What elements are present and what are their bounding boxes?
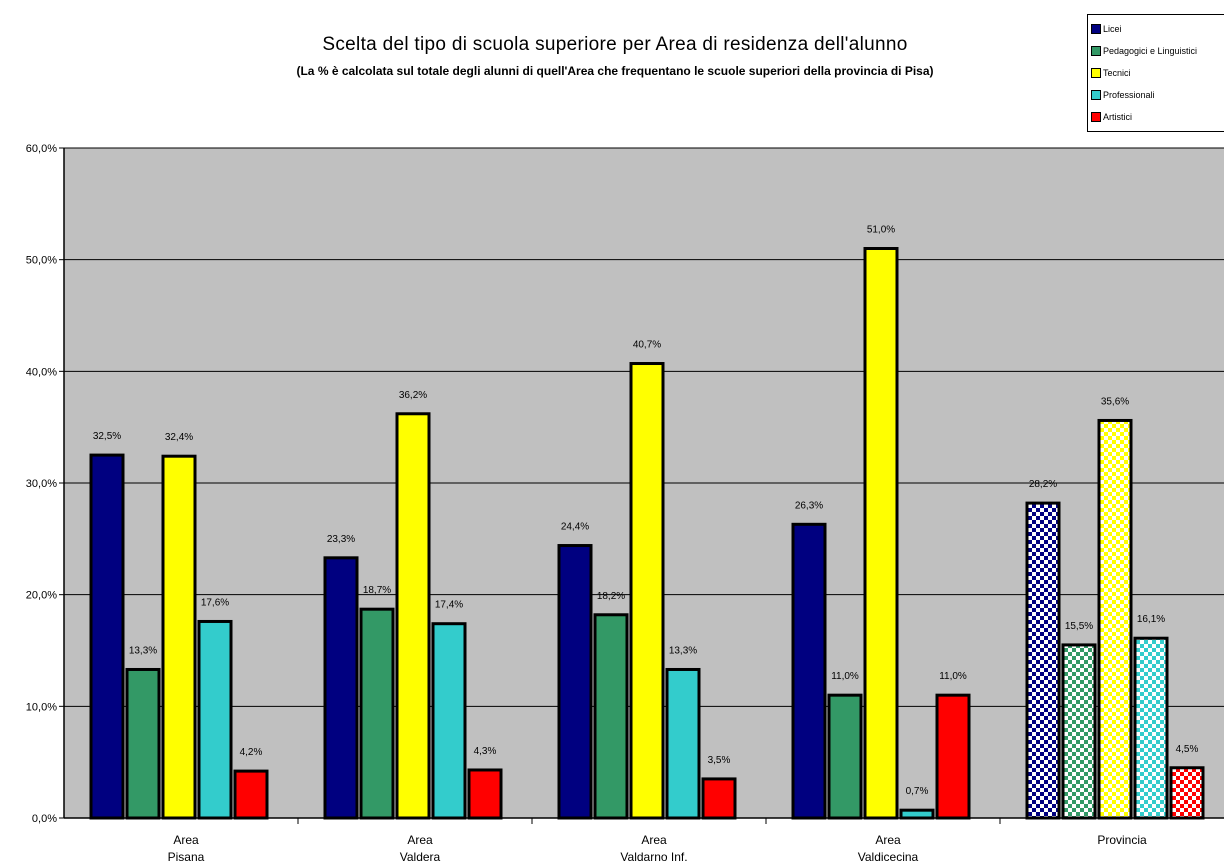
data-label: 28,2% [1029,479,1057,490]
x-tick-label: Area [173,833,199,847]
x-tick-label: Area [407,833,433,847]
data-label: 32,5% [93,431,121,442]
bar-licei [323,556,359,820]
x-tick-label: Area [875,833,901,847]
legend-item-licei: Licei [1091,18,1224,40]
data-label: 18,2% [597,591,625,602]
legend-label: Tecnici [1103,68,1131,78]
data-label: 17,4% [435,600,463,611]
legend-label: Licei [1103,24,1122,34]
legend-swatch [1091,24,1101,34]
legend-item-artistici: Artistici [1091,106,1224,128]
bar-artistici [701,777,737,820]
data-label: 3,5% [708,755,731,766]
y-tick-label: 10,0% [26,701,57,713]
bar-tecnici [629,362,665,820]
bar-artistici [935,693,971,820]
legend-label: Artistici [1103,112,1132,122]
bar-artistici [1169,766,1205,820]
x-tick-label: Valdicecina [858,850,919,864]
bar-licei [89,453,125,820]
legend-item-professionali: Professionali [1091,84,1224,106]
bar-licei [557,544,593,820]
legend-label: Professionali [1103,90,1155,100]
bar-professionali [899,808,935,820]
data-label: 13,3% [669,645,697,656]
data-label: 51,0% [867,225,895,236]
data-label: 16,1% [1137,614,1165,625]
bar-professionali [665,667,701,820]
x-tick-label: Provincia [1097,833,1147,847]
bar-tecnici [863,247,899,820]
x-tick-label: Pisana [168,850,205,864]
bar-pedagogici [827,693,863,820]
data-label: 13,3% [129,645,157,656]
y-tick-label: 60,0% [26,143,57,155]
legend-swatch [1091,46,1101,56]
data-label: 32,4% [165,432,193,443]
chart-subtitle: (La % è calcolata sul totale degli alunn… [296,64,934,78]
bar-professionali [197,619,233,820]
bar-pedagogici [1061,643,1097,820]
data-label: 17,6% [201,597,229,608]
bar-professionali [431,622,467,820]
data-label: 24,4% [561,522,589,533]
data-label: 23,3% [327,534,355,545]
data-label: 36,2% [399,390,427,401]
data-label: 4,2% [240,747,263,758]
x-tick-label: Valdera [400,850,441,864]
bar-artistici [467,768,503,820]
data-label: 11,0% [939,671,967,682]
data-label: 4,3% [474,746,497,757]
data-label: 26,3% [795,500,823,511]
y-tick-label: 0,0% [32,813,57,825]
bar-licei [1025,501,1061,820]
legend-swatch [1091,112,1101,122]
y-tick-label: 40,0% [26,366,57,378]
data-label: 11,0% [831,671,859,682]
bar-artistici [233,769,269,820]
legend-label: Pedagogici e Linguistici [1103,46,1198,56]
legend-swatch [1091,68,1101,78]
x-tick-label: Area [641,833,667,847]
data-label: 18,7% [363,585,391,596]
bar-professionali [1133,636,1169,820]
legend: Licei Pedagogici e Linguistici Tecnici P… [1087,14,1224,132]
y-tick-label: 20,0% [26,590,57,602]
bar-licei [791,522,827,820]
bar-tecnici [395,412,431,820]
bar-pedagogici [125,667,161,820]
legend-item-tecnici: Tecnici [1091,62,1224,84]
data-label: 35,6% [1101,396,1129,407]
y-tick-label: 50,0% [26,255,57,267]
data-label: 0,7% [906,786,929,797]
chart-title: Scelta del tipo di scuola superiore per … [322,34,908,55]
legend-item-pedagogici: Pedagogici e Linguistici [1091,40,1224,62]
y-tick-label: 30,0% [26,478,57,490]
bar-pedagogici [593,613,629,820]
data-label: 4,5% [1176,744,1199,755]
data-label: 15,5% [1065,621,1093,632]
data-label: 40,7% [633,340,661,351]
bar-tecnici [1097,418,1133,820]
x-tick-label: Valdarno Inf. [620,850,687,864]
bar-pedagogici [359,607,395,820]
bar-tecnici [161,454,197,820]
legend-swatch [1091,90,1101,100]
